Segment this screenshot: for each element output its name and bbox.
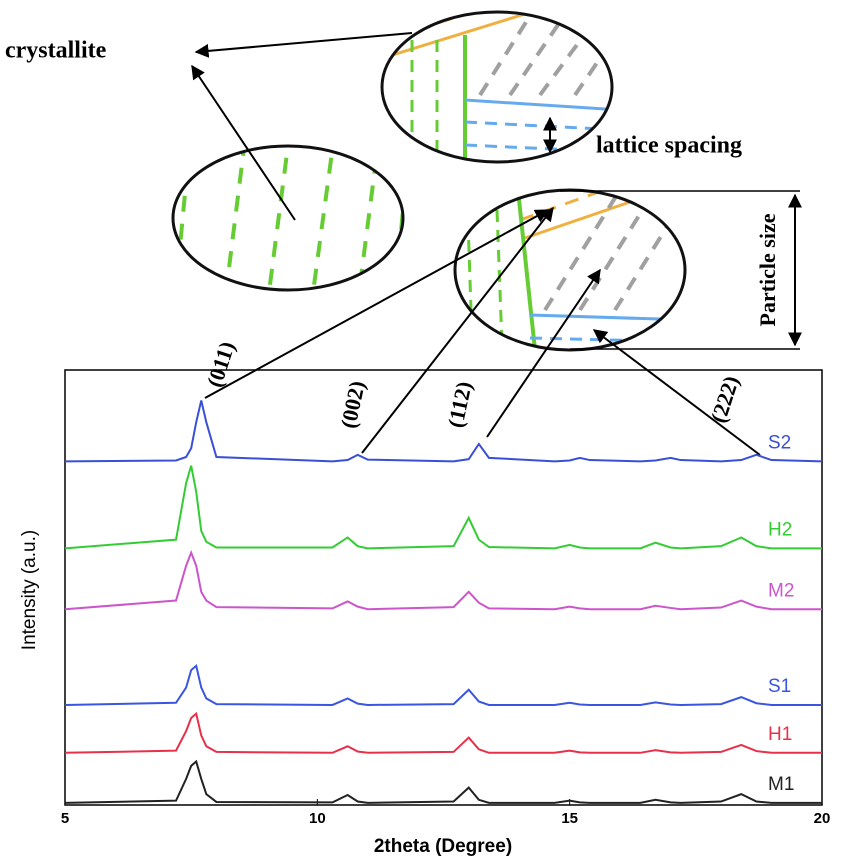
y-axis-label: Intensity (a.u.)	[19, 530, 40, 650]
series-label: H1	[768, 724, 792, 745]
plot: 5 10 15 20 S2 H2 M2 S1 H1 M1	[61, 400, 831, 827]
annotation: lattice spacing	[596, 133, 742, 159]
series-label: S1	[768, 676, 791, 697]
x-tick-label: 10	[309, 810, 326, 827]
annotation: Particle size	[755, 213, 780, 326]
peak-label: (112)	[443, 379, 477, 430]
series-label: S2	[768, 432, 791, 453]
annotation: crystallite	[5, 38, 107, 64]
series-label: H2	[768, 519, 792, 540]
series-line	[64, 465, 822, 550]
series-label: M1	[768, 774, 794, 795]
x-tick-label: 5	[61, 810, 69, 827]
x-tick-label: 15	[561, 810, 578, 827]
series-line	[64, 759, 822, 804]
series-line	[64, 711, 822, 754]
plot-frame	[64, 369, 823, 806]
series-line	[64, 400, 823, 463]
series-line	[64, 663, 822, 706]
arrows	[191, 32, 761, 456]
series-label: M2	[768, 580, 794, 601]
peak-label: (222)	[705, 373, 744, 426]
peak-label: (002)	[335, 379, 369, 431]
series-line	[64, 549, 822, 611]
x-axis-label: 2theta (Degree)	[374, 836, 512, 857]
x-tick-label: 20	[814, 810, 831, 827]
particle-diagram	[453, 188, 802, 352]
